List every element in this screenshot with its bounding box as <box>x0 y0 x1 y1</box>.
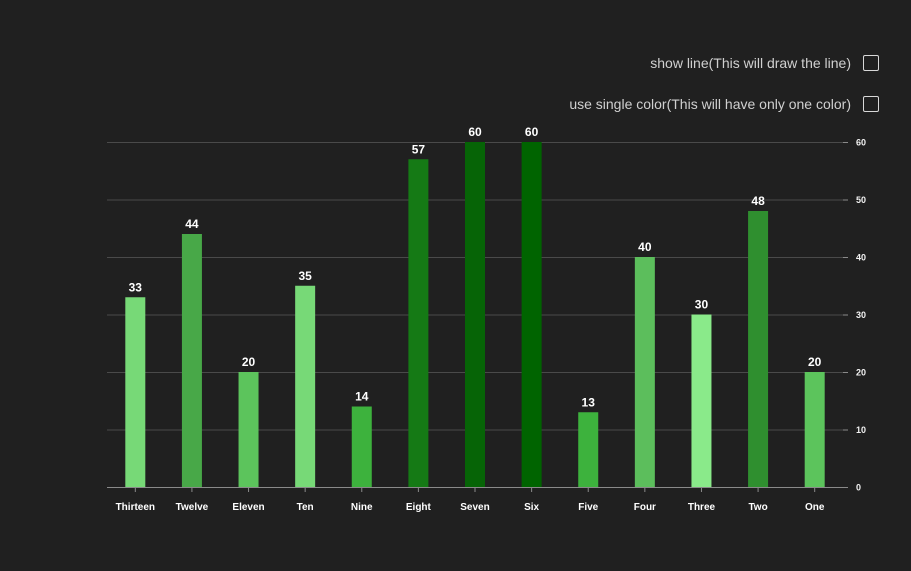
y-tick-label: 30 <box>856 310 866 320</box>
bar[interactable] <box>521 142 542 487</box>
data-label: 14 <box>355 390 369 404</box>
y-tick-label: 40 <box>856 253 866 263</box>
single-color-label: use single color(This will have only one… <box>569 96 851 112</box>
x-tick-label: One <box>805 502 825 513</box>
x-tick-label: Five <box>578 502 598 513</box>
y-tick-label: 0 <box>856 483 861 493</box>
single-color-option: use single color(This will have only one… <box>569 96 879 112</box>
x-tick-label: Nine <box>351 502 373 513</box>
bar[interactable] <box>181 234 202 487</box>
x-tick-label: Seven <box>460 502 489 513</box>
x-tick-label: Twelve <box>176 502 209 513</box>
single-color-checkbox[interactable] <box>863 96 879 112</box>
value-labels: 33 44 20 35 14 57 60 60 13 40 30 48 20 <box>129 125 822 409</box>
data-label: 57 <box>412 142 426 156</box>
x-tick-label: Eight <box>406 502 432 513</box>
data-label: 40 <box>638 240 652 254</box>
bar[interactable] <box>691 314 712 488</box>
y-tick-label: 50 <box>856 195 866 205</box>
data-label: 30 <box>695 298 709 312</box>
y-tick-label: 60 <box>856 138 866 148</box>
show-line-checkbox[interactable] <box>863 55 879 71</box>
y-tick-label: 10 <box>856 425 866 435</box>
bars <box>125 142 825 488</box>
x-tick-label: Thirteen <box>116 502 155 513</box>
bar[interactable] <box>634 257 655 487</box>
x-axis: Thirteen Twelve Eleven Ten Nine Eight Seven Six… <box>116 487 825 513</box>
data-label: 33 <box>129 280 143 294</box>
bar[interactable] <box>295 285 316 487</box>
y-tick-label: 20 <box>856 368 866 378</box>
show-line-label: show line(This will draw the line) <box>650 55 851 71</box>
data-label: 44 <box>185 217 199 231</box>
x-tick-label: Four <box>634 502 656 513</box>
bar[interactable] <box>465 142 485 487</box>
x-tick-label: Two <box>748 502 767 513</box>
x-tick-label: Ten <box>297 502 314 513</box>
data-label: 20 <box>242 355 256 369</box>
bar[interactable] <box>125 297 146 487</box>
data-label: 20 <box>808 355 822 369</box>
bar[interactable] <box>351 406 372 488</box>
bar[interactable] <box>804 372 825 487</box>
bar[interactable] <box>748 211 769 487</box>
x-tick-label: Eleven <box>232 502 264 513</box>
y-axis: 0 10 20 30 40 50 60 <box>843 138 866 493</box>
bar[interactable] <box>238 372 259 487</box>
x-tick-label: Six <box>524 502 539 513</box>
bar[interactable] <box>408 159 429 487</box>
x-tick-label: Three <box>688 502 716 513</box>
data-label: 60 <box>468 125 482 139</box>
data-label: 60 <box>525 125 539 139</box>
data-label: 13 <box>582 395 596 409</box>
bar[interactable] <box>578 412 599 487</box>
data-label: 48 <box>751 194 765 208</box>
show-line-option: show line(This will draw the line) <box>650 55 879 71</box>
data-label: 35 <box>298 269 312 283</box>
